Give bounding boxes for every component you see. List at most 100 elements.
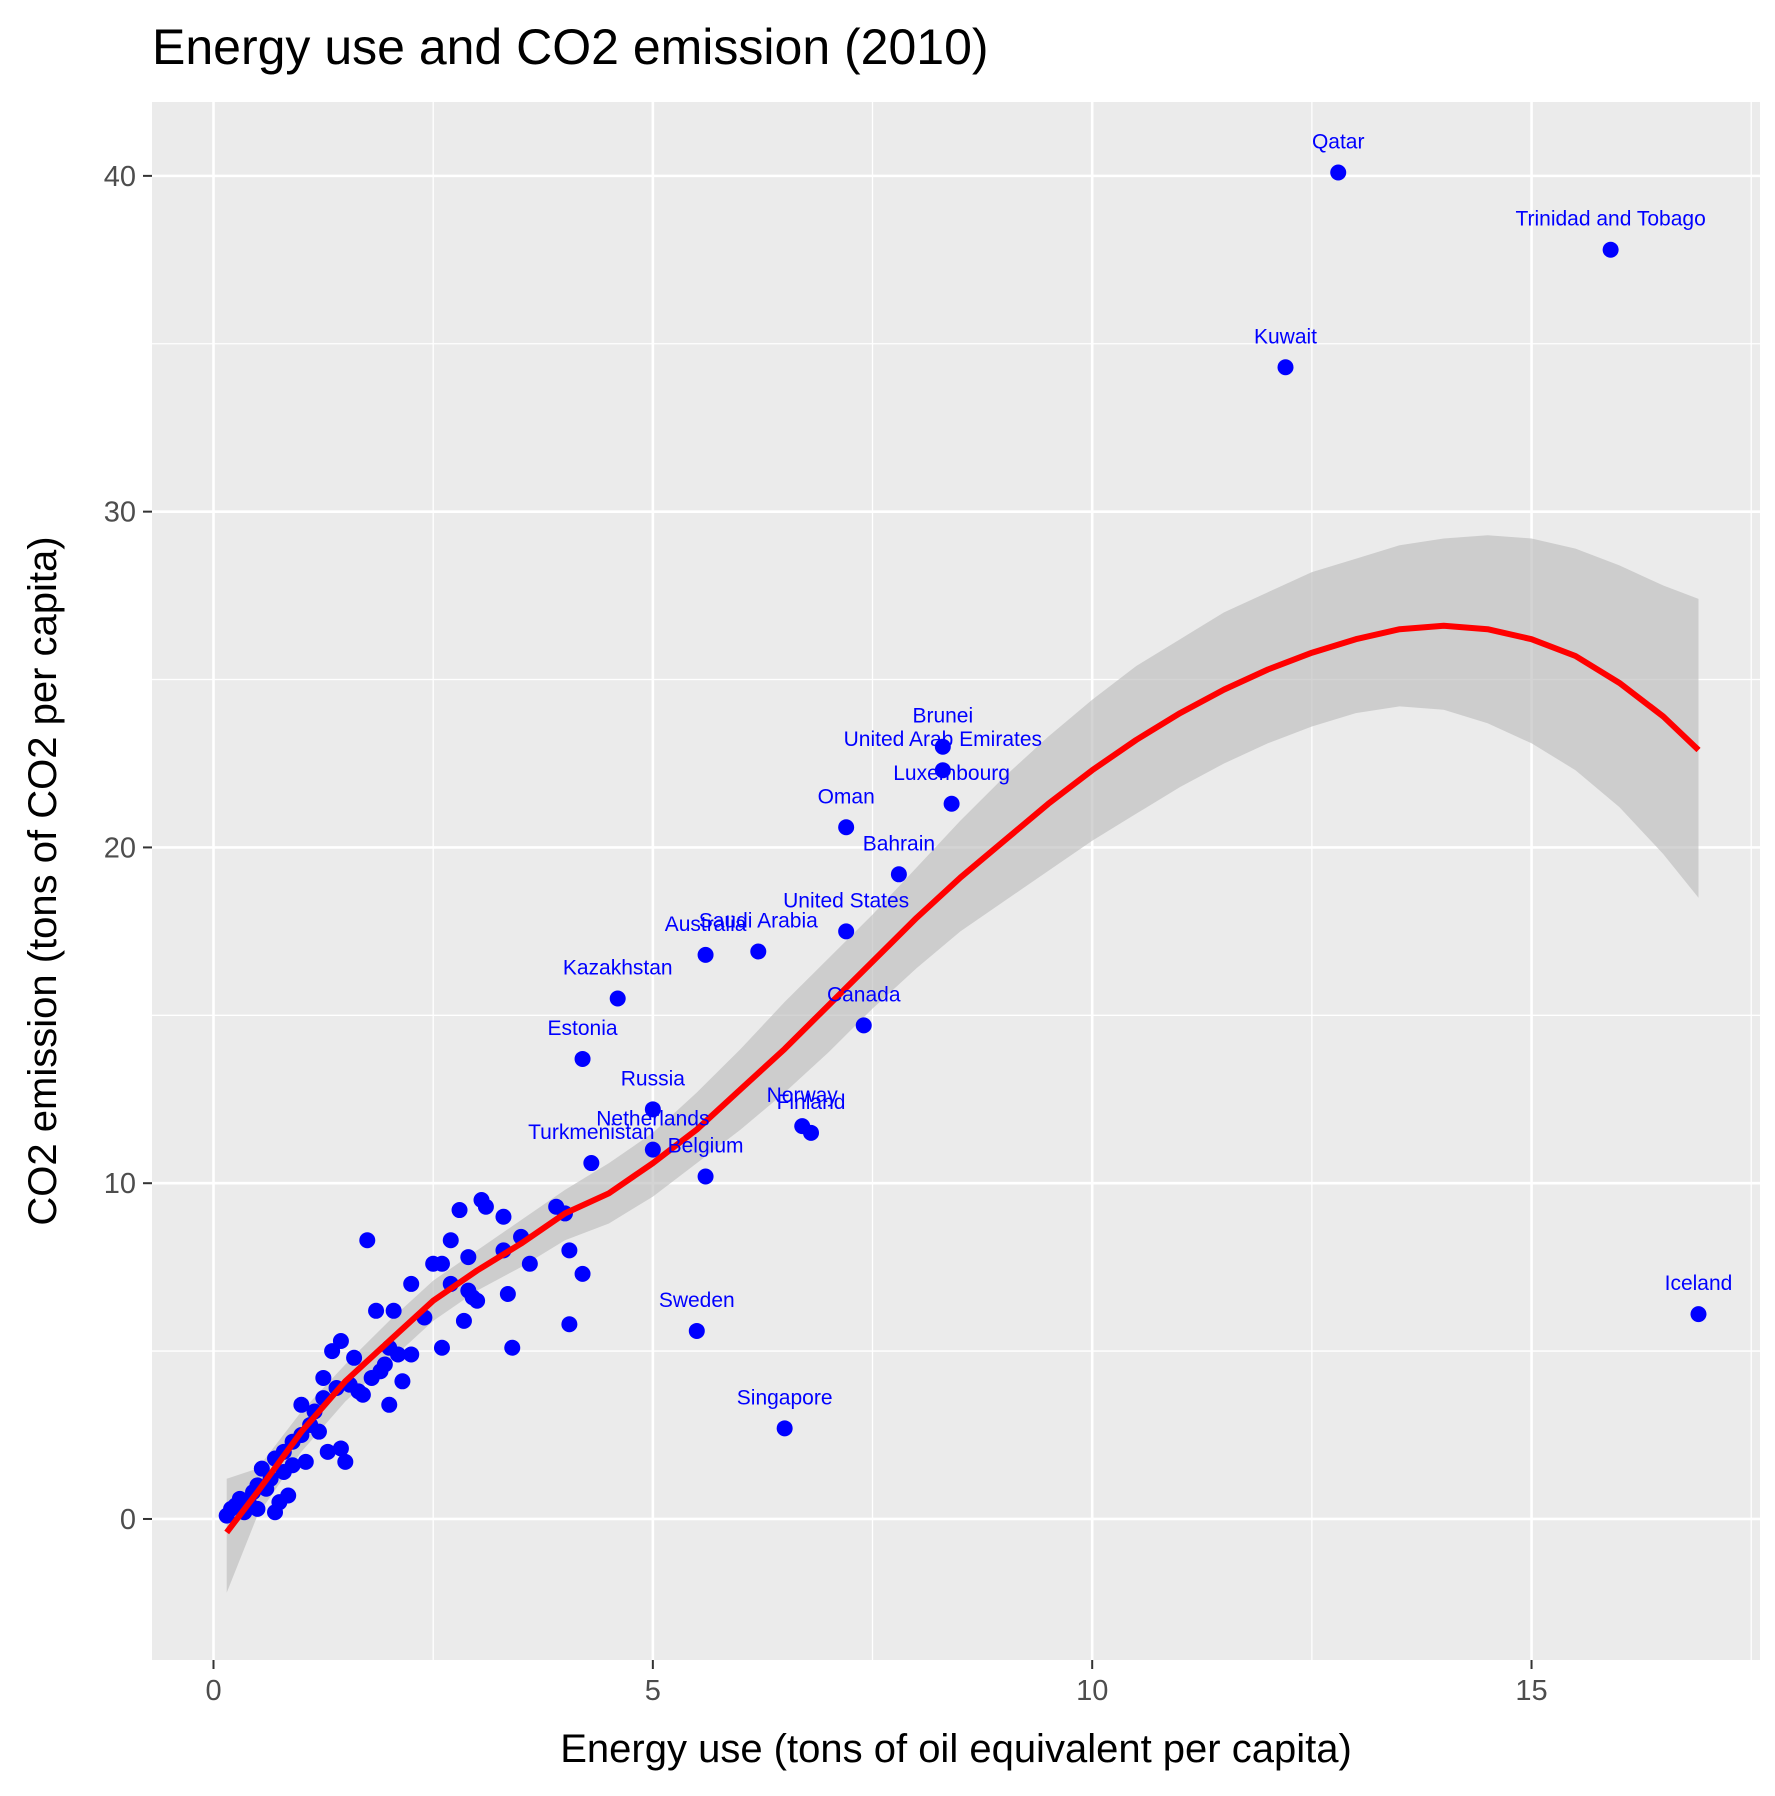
data-point-labeled: [838, 923, 855, 940]
point-label: Brunei: [912, 705, 973, 728]
data-point-labeled: [574, 1050, 591, 1067]
point-label: Kuwait: [1254, 325, 1317, 348]
point-label: Finland: [777, 1091, 846, 1114]
data-point: [385, 1302, 402, 1319]
point-label: Luxembourg: [893, 762, 1010, 785]
data-point: [293, 1396, 310, 1413]
point-label: Bahrain: [863, 832, 935, 855]
point-label: Netherlands: [596, 1108, 709, 1131]
data-point: [403, 1275, 420, 1292]
data-point: [477, 1198, 494, 1215]
points-layer: [218, 164, 1707, 1524]
data-point: [561, 1316, 578, 1333]
data-point: [499, 1286, 516, 1303]
data-point: [574, 1265, 591, 1282]
data-point: [284, 1457, 301, 1474]
chart-title: Energy use and CO2 emission (2010): [152, 19, 989, 75]
y-tick-label: 30: [104, 497, 136, 529]
data-point-labeled: [1330, 164, 1347, 181]
point-label: Saudi Arabia: [699, 910, 818, 933]
data-point-labeled: [943, 795, 960, 812]
data-point: [433, 1255, 450, 1272]
data-point: [469, 1292, 486, 1309]
data-point: [346, 1349, 363, 1366]
x-tick-label: 10: [1076, 1675, 1108, 1707]
data-point-labeled: [697, 946, 714, 963]
data-point: [280, 1487, 297, 1504]
y-tick-label: 40: [104, 161, 136, 193]
point-label: Singapore: [737, 1386, 833, 1409]
point-label: Canada: [827, 983, 901, 1006]
data-point: [332, 1440, 349, 1457]
data-point: [368, 1302, 385, 1319]
data-point: [249, 1500, 266, 1517]
y-tick-label: 10: [104, 1168, 136, 1200]
data-point-labeled: [855, 1017, 872, 1034]
point-label: Trinidad and Tobago: [1515, 208, 1705, 231]
data-point-labeled: [688, 1322, 705, 1339]
point-label: Sweden: [659, 1289, 735, 1312]
data-point: [451, 1202, 468, 1219]
data-point: [310, 1423, 327, 1440]
data-point: [359, 1232, 376, 1249]
data-point: [315, 1369, 332, 1386]
data-point: [403, 1346, 420, 1363]
data-point: [455, 1312, 472, 1329]
point-label: Kazakhstan: [563, 957, 673, 980]
point-label: United States: [783, 889, 909, 912]
data-point-labeled: [644, 1141, 661, 1158]
data-point-labeled: [934, 738, 951, 755]
x-tick-label: 5: [645, 1675, 661, 1707]
data-point-labeled: [750, 943, 767, 960]
point-label: Oman: [818, 785, 875, 808]
confidence-band: [226, 535, 1699, 1593]
y-axis-title: CO2 emission (tons of CO2 per capita): [21, 536, 65, 1225]
data-point: [460, 1249, 477, 1266]
point-label: Belgium: [668, 1134, 744, 1157]
data-point: [433, 1339, 450, 1356]
point-label: Norway: [767, 1084, 839, 1107]
data-point: [394, 1373, 411, 1390]
smooth-line-layer: [224, 622, 1701, 1535]
data-point-labeled: [644, 1101, 661, 1118]
data-point-labeled: [697, 1168, 714, 1185]
data-point: [332, 1333, 349, 1350]
point-label: Russia: [621, 1067, 686, 1090]
data-point: [297, 1453, 314, 1470]
data-point-labeled: [776, 1420, 793, 1437]
data-point: [381, 1396, 398, 1413]
x-tick-label: 15: [1515, 1675, 1547, 1707]
point-label: Estonia: [548, 1017, 618, 1040]
data-point: [495, 1208, 512, 1225]
data-point: [521, 1255, 538, 1272]
data-point-labeled: [1602, 241, 1619, 258]
point-label: Turkmenistan: [528, 1121, 654, 1144]
y-axis-ticks: 0 10 20 30 40: [104, 161, 152, 1536]
point-label: United Arab Emirates: [844, 728, 1042, 751]
y-tick-label: 0: [120, 1504, 136, 1536]
point-label: Qatar: [1312, 131, 1365, 154]
data-point: [504, 1339, 521, 1356]
data-point-labeled: [1277, 359, 1294, 376]
data-point: [442, 1232, 459, 1249]
x-axis-title: Energy use (tons of oil equivalent per c…: [560, 1727, 1352, 1771]
data-point: [561, 1242, 578, 1259]
confidence-band-layer: [226, 535, 1699, 1593]
data-point-labeled: [583, 1155, 600, 1172]
data-point: [319, 1443, 336, 1460]
data-point: [376, 1356, 393, 1373]
data-point-labeled: [934, 762, 951, 779]
point-label: Australia: [665, 913, 747, 936]
data-point-labeled: [803, 1124, 820, 1141]
x-axis-ticks: 0 5 10 15: [205, 1660, 1548, 1707]
data-point: [354, 1386, 371, 1403]
data-point-labeled: [838, 819, 855, 836]
data-point-labeled: [890, 866, 907, 883]
point-label: Iceland: [1665, 1272, 1733, 1295]
smooth-fit-line: [224, 622, 1701, 1535]
data-point-labeled: [609, 990, 626, 1007]
data-point-labeled: [1690, 1306, 1707, 1323]
data-point: [337, 1453, 354, 1470]
